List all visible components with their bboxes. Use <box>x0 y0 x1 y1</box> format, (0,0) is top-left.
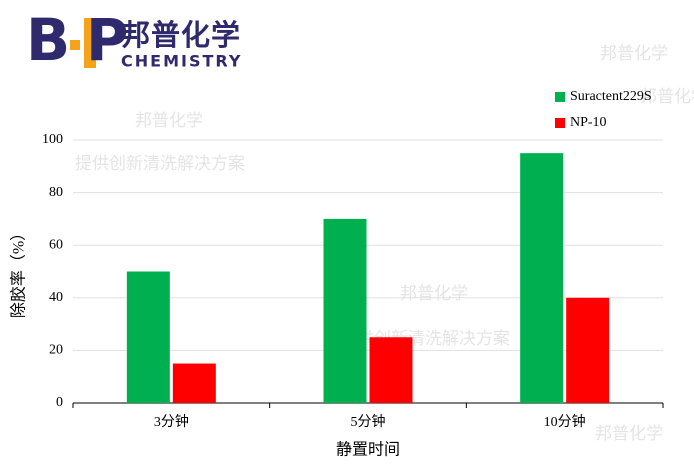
bar <box>566 297 610 403</box>
y-tick-label: 40 <box>49 290 63 305</box>
legend-swatch <box>555 118 565 128</box>
legend-swatch <box>555 92 565 102</box>
watermark: 邦普化学 <box>595 424 663 443</box>
bar <box>126 271 170 403</box>
y-axis-label: 除胶率（%） <box>10 225 28 318</box>
x-tick-label: 3分钟 <box>154 413 189 430</box>
legend-label: Suractent229S <box>570 89 652 104</box>
watermark: 邦普化学 <box>135 111 203 130</box>
legend-label: NP-10 <box>570 115 607 130</box>
y-tick-label: 0 <box>56 395 63 410</box>
logo-bar <box>84 18 96 68</box>
y-tick-label: 80 <box>49 185 63 200</box>
logo-english: CHEMISTRY <box>121 52 242 71</box>
bar <box>369 337 413 403</box>
logo-dot <box>70 40 80 50</box>
watermark: 提供创新清洗解决方案 <box>75 154 245 173</box>
x-tick-label: 10分钟 <box>544 413 586 430</box>
watermark: 邦普化学 <box>400 284 468 303</box>
x-axis-label: 静置时间 <box>336 441 400 459</box>
y-tick-label: 20 <box>49 343 63 358</box>
logo-letter: P <box>86 6 129 74</box>
logo: B P 邦普化学 CHEMISTRY <box>26 6 242 74</box>
watermark: 邦普化学 <box>640 87 694 106</box>
bar <box>172 363 216 403</box>
watermark: 邦普化学 <box>600 44 668 63</box>
bar <box>323 218 367 403</box>
y-tick-label: 60 <box>49 237 63 252</box>
bar <box>520 153 564 403</box>
x-tick-label: 5分钟 <box>351 413 386 430</box>
y-tick-label: 100 <box>42 132 63 147</box>
logo-name: 邦普化学 <box>121 18 241 52</box>
logo-letter: B <box>26 6 70 74</box>
